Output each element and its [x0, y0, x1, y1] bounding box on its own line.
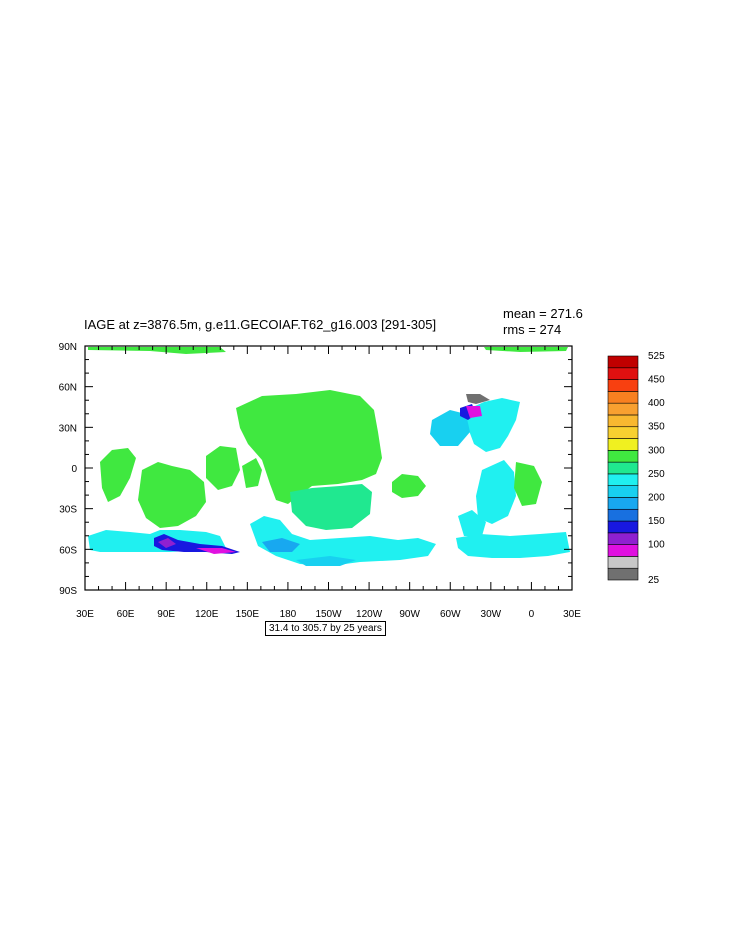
latitude-labels: 90N 60N 30N 0 30S 60S 90S — [59, 342, 78, 597]
colorbar-label: 150 — [648, 516, 665, 527]
colorbar-box — [607, 391, 639, 404]
colorbar — [607, 355, 639, 581]
lon-label: 120W — [356, 609, 383, 620]
colorbar-label: 100 — [648, 540, 665, 551]
lat-label: 90N — [59, 342, 77, 353]
colorbar-box — [607, 426, 639, 439]
field-arctic-east — [484, 347, 568, 352]
lat-label: 30N — [59, 423, 77, 434]
colorbar-label: 400 — [648, 398, 665, 409]
colorbar-box — [607, 355, 639, 369]
colorbar-box — [607, 379, 639, 392]
lat-label: 60N — [59, 383, 77, 394]
field-amundsen — [296, 556, 356, 566]
colorbar-box — [607, 450, 639, 463]
lat-label: 90S — [59, 586, 77, 597]
colorbar-box — [607, 367, 639, 380]
rms-label: rms = — [503, 322, 540, 337]
colorbar-box — [607, 544, 639, 557]
lon-label: 30E — [76, 609, 94, 620]
rms-stat: rms = 274 — [503, 322, 561, 337]
lon-label: 60E — [117, 609, 135, 620]
colorbar-box — [607, 438, 639, 451]
contour-info-box: 31.4 to 305.7 by 25 years — [265, 621, 386, 636]
colorbar-label: 350 — [648, 422, 665, 433]
colorbar-box — [607, 402, 639, 416]
field-north-atlantic-west — [430, 410, 470, 446]
field-south-atlantic — [476, 460, 516, 524]
lon-label: 120E — [195, 609, 219, 620]
field-labrador-sea — [466, 406, 482, 418]
lat-label: 60S — [59, 545, 77, 556]
longitude-labels: 30E 60E 90E 120E 150E 180 150W 120W 90W 60W 30W 0 30… — [76, 609, 581, 620]
lon-label: 30E — [563, 609, 581, 620]
rms-value: 274 — [539, 322, 562, 337]
lat-label: 0 — [71, 464, 77, 475]
mean-stat: mean = 271.6 — [503, 306, 583, 321]
colorbar-labels: 25 100 150 200 250 300 350 400 450 525 — [648, 351, 665, 586]
plot-title: IAGE at z=3876.5m, g.e11.GECOIAF.T62_g16… — [84, 317, 437, 332]
field-southern-ocean-pacific — [250, 516, 436, 566]
colorbar-box — [607, 414, 639, 428]
field-antarctic-shelf-deep — [158, 538, 176, 548]
field-ross-sea — [262, 538, 300, 552]
colorbar-label: 25 — [648, 575, 660, 586]
field-north-pacific — [236, 390, 382, 504]
field-antarctic-shelf-inner — [196, 548, 236, 554]
colorbar-box — [607, 520, 639, 534]
lon-label: 180 — [280, 609, 297, 620]
colorbar-label: 525 — [648, 351, 665, 362]
colorbar-box — [607, 532, 639, 545]
colorbar-label: 250 — [648, 469, 665, 480]
colorbar-box — [607, 567, 639, 581]
field-greenland-sea — [466, 394, 490, 404]
field-tasman — [242, 458, 262, 488]
lon-label: 0 — [529, 609, 535, 620]
field-gulf — [392, 474, 426, 498]
lon-label: 150W — [315, 609, 342, 620]
field-angola-basin — [514, 462, 542, 506]
field-argentine-basin — [458, 510, 486, 536]
colorbar-label: 300 — [648, 445, 665, 456]
lon-label: 90W — [399, 609, 420, 620]
lon-label: 150E — [236, 609, 260, 620]
field-south-pacific — [290, 484, 372, 530]
map-fields — [88, 347, 570, 566]
lon-label: 60W — [440, 609, 461, 620]
lon-label: 30W — [481, 609, 502, 620]
mean-label: mean = — [503, 306, 551, 321]
colorbar-label: 200 — [648, 492, 665, 503]
colorbar-box — [607, 473, 639, 486]
colorbar-box — [607, 497, 639, 510]
field-arctic-west — [88, 347, 226, 354]
field-indian-ocean — [100, 448, 136, 502]
map-frame — [84, 345, 573, 591]
mean-value: 271.6 — [550, 306, 583, 321]
field-central-indian — [138, 462, 206, 528]
colorbar-label: 450 — [648, 375, 665, 386]
field-australia-west — [206, 446, 240, 490]
colorbar-box — [607, 461, 639, 475]
field-southern-ocean-atlantic — [456, 532, 570, 558]
colorbar-box — [607, 508, 639, 522]
lon-label: 90E — [157, 609, 175, 620]
lat-label: 30S — [59, 505, 77, 516]
colorbar-box — [607, 556, 639, 569]
colorbar-box — [607, 485, 639, 498]
